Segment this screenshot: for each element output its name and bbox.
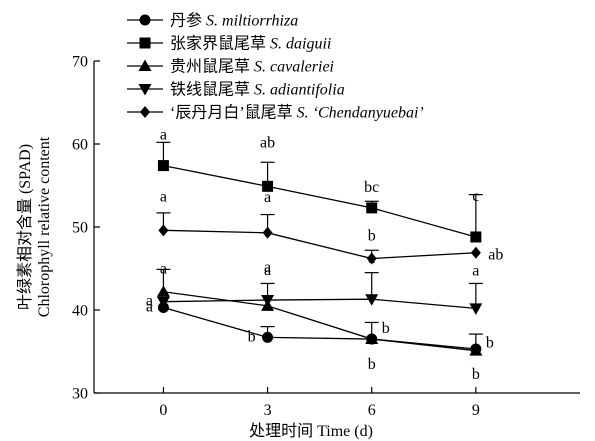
data-point bbox=[262, 226, 273, 239]
x-tick-label: 3 bbox=[264, 402, 272, 419]
y-ticks: 30 40 50 60 70 bbox=[72, 54, 100, 403]
data-point bbox=[365, 294, 379, 306]
legend-entry: 张家界鼠尾草 S. daiguii bbox=[170, 35, 331, 53]
legend-name-cn: 铁线鼠尾草 bbox=[170, 81, 250, 99]
legend-entry: 丹参 S. miltiorrhiza bbox=[170, 12, 298, 30]
significance-label: bc bbox=[364, 179, 379, 196]
significance-label: a bbox=[264, 259, 271, 276]
series-layer bbox=[156, 141, 483, 356]
data-point bbox=[470, 231, 482, 243]
significance-label: ab bbox=[260, 134, 275, 151]
x-tick-label: 9 bbox=[472, 402, 480, 419]
legend-name-latin: S. miltiorrhiza bbox=[202, 13, 298, 30]
legend-name-latin: S. daiguii bbox=[266, 36, 331, 53]
x-ticks: 0 3 6 9 bbox=[159, 387, 480, 419]
y-tick-label: 40 bbox=[72, 303, 88, 320]
significance-label: b bbox=[248, 328, 256, 345]
significance-label: b bbox=[368, 228, 376, 245]
significance-label: a bbox=[146, 293, 153, 310]
significance-label: a bbox=[368, 250, 375, 267]
y-tick-label: 50 bbox=[72, 220, 88, 237]
legend-marker bbox=[139, 37, 151, 49]
y-axis-title-en: Chlorophyll relative content bbox=[36, 136, 53, 317]
data-point bbox=[366, 202, 378, 214]
significance-label: b bbox=[472, 366, 480, 383]
significance-label: a bbox=[160, 261, 167, 278]
data-point bbox=[156, 296, 170, 309]
y-tick-label: 70 bbox=[72, 54, 88, 71]
series-4 bbox=[156, 212, 481, 265]
legend-name-latin: S. adiantifolia bbox=[250, 82, 345, 99]
data-point bbox=[365, 332, 379, 345]
series-2 bbox=[156, 268, 483, 356]
legend-marker bbox=[138, 59, 152, 71]
series-line bbox=[163, 229, 476, 260]
significance-label: b bbox=[382, 320, 390, 337]
series-line bbox=[163, 298, 476, 309]
significance-label: a bbox=[264, 262, 271, 279]
legend-marker bbox=[140, 106, 150, 118]
data-point bbox=[261, 295, 275, 307]
significance-label: a bbox=[146, 299, 153, 316]
legend-name-cn: 贵州鼠尾草 bbox=[170, 58, 250, 76]
x-tick-label: 0 bbox=[159, 402, 167, 419]
series-line bbox=[163, 306, 476, 350]
data-point bbox=[470, 246, 481, 259]
legend-name-latin: S. cavaleriei bbox=[250, 59, 334, 76]
data-point bbox=[156, 285, 170, 297]
data-point bbox=[366, 252, 377, 265]
series-0 bbox=[157, 302, 482, 355]
y-axis-title-cn: 叶绿素相对含量 (SPAD) bbox=[16, 144, 34, 310]
legend-name-cn: 丹参 bbox=[170, 12, 202, 30]
series-line bbox=[163, 164, 477, 238]
data-point bbox=[262, 331, 274, 343]
data-point bbox=[158, 224, 169, 237]
x-tick-label: 6 bbox=[368, 402, 376, 419]
series-3 bbox=[156, 272, 483, 315]
legend-name-latin: S. ‘Chendanyuebai’ bbox=[293, 105, 424, 122]
series-1 bbox=[156, 141, 483, 243]
data-point bbox=[469, 344, 483, 356]
legend: 丹参 S. miltiorrhiza 张家界鼠尾草 S. daiguii 贵州鼠尾草… bbox=[127, 12, 424, 122]
series-line bbox=[163, 291, 476, 352]
legend-marker bbox=[139, 14, 151, 26]
significance-label: b bbox=[486, 335, 494, 352]
significance-label: a bbox=[160, 127, 167, 144]
legend-entry: ‘辰丹月白’鼠尾草 S. ‘Chendanyuebai’ bbox=[170, 104, 424, 122]
significance-label: ab bbox=[488, 247, 503, 264]
legend-entry: 贵州鼠尾草 S. cavaleriei bbox=[170, 58, 334, 76]
significance-label: a bbox=[160, 188, 167, 205]
significance-label: a bbox=[472, 262, 479, 279]
data-point bbox=[469, 303, 483, 315]
legend-marker bbox=[138, 84, 152, 96]
legend-entry: 铁线鼠尾草 S. adiantifolia bbox=[170, 81, 345, 99]
data-point bbox=[157, 160, 169, 172]
x-axis-title: 处理时间 Time (d) bbox=[249, 422, 373, 440]
legend-name-cn: ‘辰丹月白’鼠尾草 bbox=[170, 104, 293, 122]
data-point bbox=[262, 180, 274, 192]
significance-label: b bbox=[368, 356, 376, 373]
significance-label: c bbox=[472, 188, 479, 205]
significance-label: a bbox=[264, 189, 271, 206]
legend-name-cn: 张家界鼠尾草 bbox=[170, 35, 266, 53]
y-tick-label: 30 bbox=[72, 386, 88, 403]
y-tick-label: 60 bbox=[72, 137, 88, 154]
